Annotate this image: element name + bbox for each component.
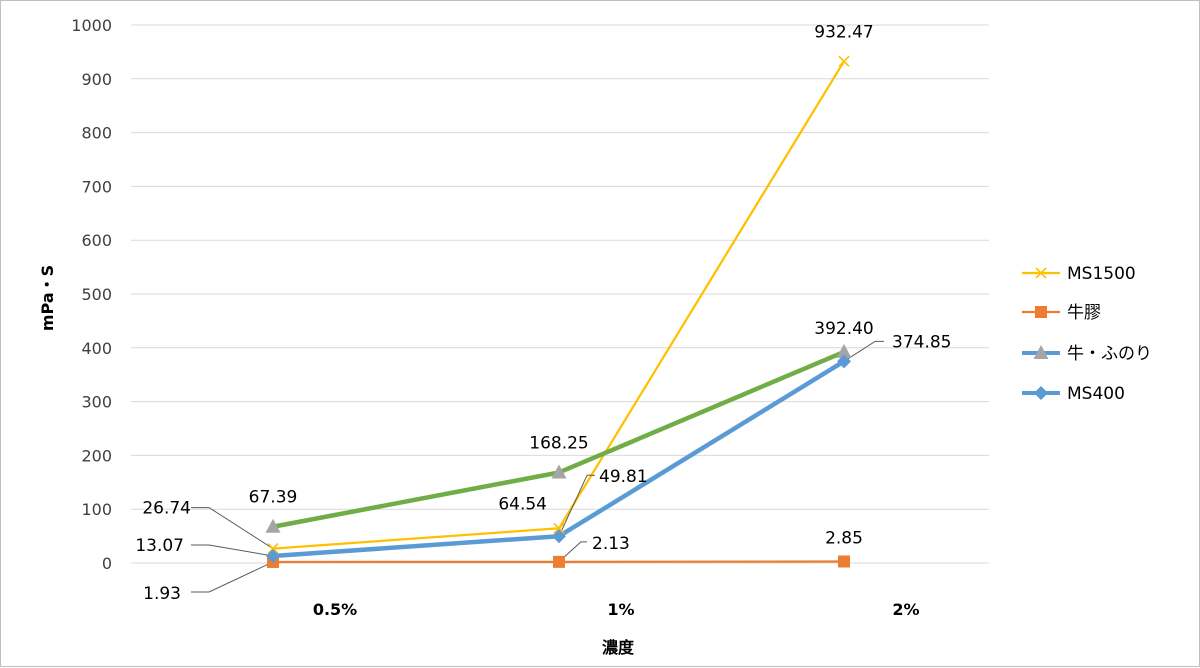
data-label: 392.40 [814, 319, 873, 339]
data-label: 1.93 [143, 584, 181, 604]
legend-item: MS1500 [1022, 264, 1136, 284]
y-axis-ticks: 0 100 200 300 400 500 600 700 800 900 1000 [71, 16, 112, 573]
legend-item: MS400 [1022, 384, 1125, 404]
y-tick-label: 200 [81, 446, 112, 465]
legend-label: MS400 [1067, 384, 1125, 404]
x-axis-title: 濃度 [602, 638, 635, 657]
y-tick-label: 300 [81, 393, 112, 412]
gridlines [131, 25, 989, 563]
y-tick-label: 700 [81, 177, 112, 196]
data-label: 64.54 [498, 494, 547, 514]
square-marker [553, 556, 565, 568]
data-label: 374.85 [892, 332, 951, 352]
data-label: 67.39 [249, 488, 298, 508]
y-tick-label: 100 [81, 500, 112, 519]
leader-line [191, 545, 273, 556]
x-marker [839, 56, 849, 66]
legend-label: 牛・ふのり [1067, 344, 1152, 364]
data-label: 2.13 [592, 534, 630, 554]
y-tick-label: 500 [81, 285, 112, 304]
legend: MS1500 牛膠牛・ふのり MS400 [1022, 264, 1152, 404]
square-marker [838, 555, 850, 567]
data-label: 13.07 [135, 536, 184, 556]
diamond-marker [1034, 386, 1048, 400]
legend-item: 牛膠 [1022, 303, 1101, 323]
data-label: 2.85 [825, 528, 863, 548]
data-label: 168.25 [529, 433, 588, 453]
legend-label: MS1500 [1067, 264, 1136, 284]
data-label: 49.81 [599, 467, 648, 487]
x-category-label: 0.5% [313, 600, 357, 619]
x-axis-categories: 0.5% 1% 2% [313, 600, 920, 619]
x-category-label: 1% [607, 600, 634, 619]
y-axis-title: mPa・S [38, 265, 57, 331]
y-tick-label: 0 [102, 554, 112, 573]
y-tick-label: 400 [81, 339, 112, 358]
data-labels: 26.74 64.54 932.47 1.93 2.13 2.85 67.39 168.25 3… [135, 22, 951, 604]
y-tick-label: 600 [81, 231, 112, 250]
legend-item: 牛・ふのり [1022, 344, 1152, 364]
y-tick-label: 900 [81, 70, 112, 89]
leader-line [844, 341, 884, 361]
series-lines [273, 61, 844, 562]
data-label: 932.47 [814, 22, 873, 42]
y-tick-label: 1000 [71, 16, 112, 35]
data-label: 26.74 [142, 499, 191, 519]
square-marker [1035, 306, 1047, 318]
y-tick-label: 800 [81, 124, 112, 143]
leader-line [191, 508, 273, 549]
legend-label: 牛膠 [1067, 303, 1101, 323]
x-category-label: 2% [892, 600, 919, 619]
leader-line [191, 562, 273, 592]
